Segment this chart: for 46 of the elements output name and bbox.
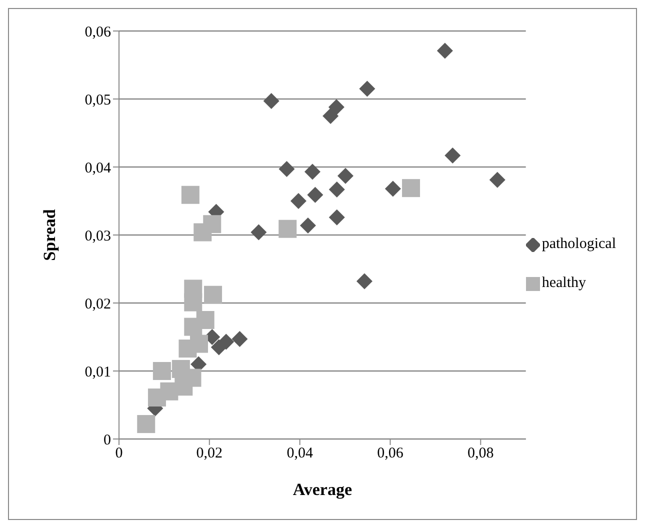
x-tick-label: 0,06	[377, 446, 404, 462]
y-tick-label: 0,06	[84, 24, 112, 40]
legend-label: pathological	[542, 236, 616, 253]
point	[337, 168, 354, 184]
point	[172, 360, 190, 378]
y-tick-label: 0,04	[84, 160, 112, 176]
point	[263, 93, 280, 110]
point	[204, 286, 222, 304]
point	[232, 331, 248, 348]
y-tick-label: 0,05	[84, 92, 111, 108]
point	[300, 217, 316, 234]
point	[184, 293, 202, 312]
point	[384, 180, 401, 197]
point	[356, 273, 372, 290]
y-tick-label: 0,01	[84, 364, 111, 380]
x-tick-label: 0,02	[196, 446, 223, 462]
point	[444, 147, 461, 164]
y-axis-title: Spread	[40, 208, 60, 261]
point	[178, 340, 197, 358]
point	[181, 186, 200, 204]
legend-label: healthy	[542, 275, 586, 292]
point	[402, 179, 420, 198]
x-tick-label: 0	[115, 446, 123, 462]
x-tick-label: 0,04	[286, 446, 314, 462]
point	[290, 193, 306, 209]
point	[436, 42, 453, 59]
point	[152, 362, 171, 380]
x-axis-title: Average	[292, 480, 352, 499]
point	[250, 224, 267, 240]
point	[307, 186, 324, 203]
x-tick-label: 0,08	[468, 446, 494, 462]
point	[210, 339, 227, 356]
y-tick-label: 0,03	[84, 228, 111, 244]
point	[328, 99, 344, 116]
point	[322, 108, 339, 124]
point	[328, 209, 345, 226]
point	[304, 164, 320, 180]
point	[194, 223, 212, 242]
point	[137, 415, 156, 434]
point	[278, 220, 297, 238]
y-tick-label: 0	[104, 432, 111, 448]
y-tick-label: 0,02	[84, 296, 111, 312]
point	[278, 161, 295, 178]
point	[359, 80, 376, 97]
point	[328, 181, 345, 198]
point	[489, 172, 506, 188]
